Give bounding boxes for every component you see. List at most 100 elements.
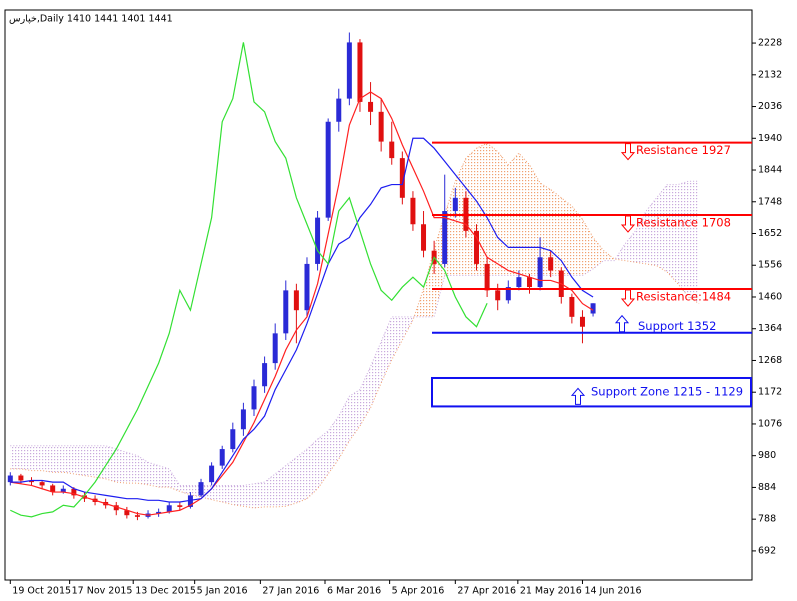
candle-body [272, 333, 278, 364]
cloud-fill [10, 445, 21, 469]
cloud-fill [222, 485, 233, 505]
candle-body [262, 363, 268, 387]
cloud-fill [328, 416, 339, 474]
candle-body [378, 111, 384, 142]
candle-body [50, 485, 56, 493]
candle-body [410, 197, 416, 225]
y-tick-label: 1652 [758, 228, 782, 239]
arrow-down [620, 289, 636, 307]
y-tick-label: 2036 [758, 101, 782, 112]
cloud-fill [349, 389, 360, 441]
candle-body [187, 495, 193, 507]
cloud-fill [465, 148, 477, 276]
cloud-fill [434, 214, 445, 317]
candle-body [537, 257, 543, 288]
cloud-fill [317, 430, 329, 489]
candle-body [230, 429, 236, 450]
arrow-down [620, 215, 636, 233]
candle-body [399, 158, 405, 198]
x-tick-label: 5 Jan 2016 [197, 586, 248, 597]
candle-body [505, 287, 511, 301]
x-tick-label: 5 Apr 2016 [392, 586, 445, 597]
candle-body [293, 290, 299, 311]
cloud-fill [211, 485, 223, 502]
cloud-fill [412, 288, 424, 321]
cloud-fill [444, 181, 456, 276]
cloud-fill [190, 485, 202, 498]
candle-body [421, 224, 427, 251]
indicator-line [10, 137, 594, 503]
y-tick-label: 980 [758, 450, 776, 461]
cloud-fill [624, 230, 636, 263]
candle-body [60, 488, 66, 493]
cloud-fill [285, 457, 297, 507]
candle-body [166, 505, 172, 512]
x-tick-label: 27 Apr 2016 [457, 586, 516, 597]
candle-body [368, 101, 374, 112]
candle-body [325, 121, 331, 218]
y-tick-label: 1076 [758, 418, 782, 429]
y-tick-label: 2228 [758, 38, 782, 49]
candle-body [452, 197, 458, 212]
candle-body [442, 211, 448, 264]
y-tick-label: 1844 [758, 165, 782, 176]
cloud-span [10, 180, 700, 486]
cloud-fill [148, 462, 159, 488]
arrow-up [570, 387, 586, 405]
cloud-fill [593, 237, 604, 269]
cloud-fill [688, 181, 700, 304]
cloud-fill [105, 445, 117, 483]
y-tick-label: 788 [758, 514, 776, 525]
y-tick-label: 1460 [758, 291, 782, 302]
cloud-fill [31, 445, 43, 471]
y-tick-label: 692 [758, 545, 776, 556]
candle-body [304, 263, 310, 311]
cloud-fill [582, 219, 594, 276]
cloud-fill [381, 316, 392, 383]
candle-body [18, 475, 24, 481]
zone-label: Support Zone 1215 - 1129 [591, 385, 743, 399]
cloud-fill [264, 473, 276, 507]
x-tick-label: 14 Jun 2016 [584, 586, 641, 597]
cloud-fill [561, 197, 572, 276]
cloud-fill [391, 316, 403, 360]
cloud-fill [73, 445, 85, 476]
plot-frame [4, 9, 753, 581]
cloud-fill [243, 483, 254, 508]
cloud-fill [497, 151, 509, 276]
cloud-fill [137, 455, 149, 485]
indicator-line [10, 91, 594, 516]
x-tick-label: 13 Dec 2015 [135, 586, 196, 597]
candle-body [495, 290, 501, 301]
cloud-fill [455, 158, 466, 276]
candle-body [484, 263, 490, 291]
cloud-fill [306, 439, 318, 499]
level-label: Resistance 1708 [636, 215, 731, 229]
candle-body [28, 480, 34, 483]
candle-body [39, 482, 45, 486]
x-tick-label: 19 Oct 2015 [12, 586, 71, 597]
candle-body [389, 141, 395, 159]
cloud-fill [540, 182, 551, 276]
cloud-fill [667, 184, 678, 284]
cloud-fill [571, 206, 583, 276]
candle-body [219, 449, 225, 466]
y-tick-label: 1940 [758, 133, 782, 144]
candle-body [283, 290, 289, 334]
cloud-fill [635, 211, 647, 264]
candle-body [134, 515, 140, 517]
candle-body [315, 217, 321, 264]
cloud-fill [179, 485, 191, 495]
level-label: Resistance:1484 [636, 290, 731, 304]
cloud-fill [550, 189, 562, 276]
level-label: Resistance 1927 [636, 143, 731, 157]
cloud-fill [20, 445, 32, 471]
candle-body [346, 42, 352, 99]
x-tick-label: 27 Jan 2016 [262, 586, 319, 597]
cloud-fill [656, 184, 668, 273]
cloud-fill [169, 468, 180, 492]
candle-body [590, 303, 596, 314]
candle-body [474, 230, 480, 264]
cloud-fill [370, 341, 382, 408]
